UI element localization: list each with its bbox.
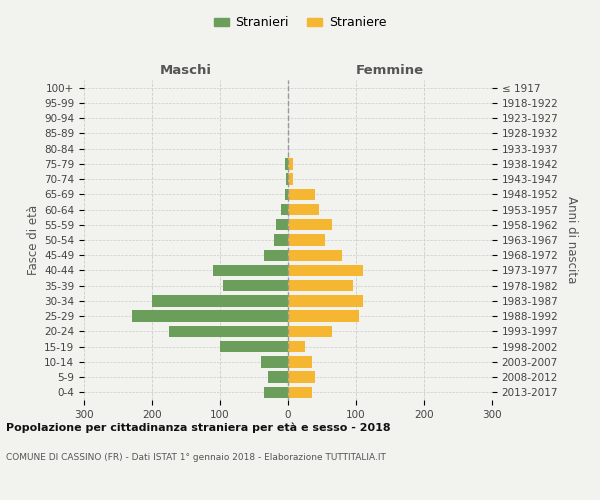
Bar [264,386,288,398]
Legend: Stranieri, Straniere: Stranieri, Straniere [209,11,391,34]
Y-axis label: Anni di nascita: Anni di nascita [565,196,578,284]
Bar [213,265,288,276]
Bar [288,234,325,246]
Bar [131,310,288,322]
Bar [152,295,288,306]
Bar [288,310,359,322]
Bar [268,372,288,383]
Bar [288,326,332,337]
Text: Femmine: Femmine [356,64,424,78]
Bar [284,158,288,170]
Bar [284,188,288,200]
Bar [288,250,343,261]
Bar [288,188,315,200]
Bar [276,219,288,230]
Bar [288,158,293,170]
Bar [288,356,312,368]
Text: Maschi: Maschi [160,64,212,78]
Bar [274,234,288,246]
Bar [286,174,288,185]
Bar [288,265,363,276]
Bar [288,372,315,383]
Y-axis label: Fasce di età: Fasce di età [27,205,40,275]
Text: Popolazione per cittadinanza straniera per età e sesso - 2018: Popolazione per cittadinanza straniera p… [6,422,391,433]
Bar [281,204,288,215]
Bar [220,341,288,352]
Bar [288,174,293,185]
Text: COMUNE DI CASSINO (FR) - Dati ISTAT 1° gennaio 2018 - Elaborazione TUTTITALIA.IT: COMUNE DI CASSINO (FR) - Dati ISTAT 1° g… [6,452,386,462]
Bar [169,326,288,337]
Bar [264,250,288,261]
Bar [261,356,288,368]
Bar [288,341,305,352]
Bar [288,295,363,306]
Bar [288,280,353,291]
Bar [288,219,332,230]
Bar [288,386,312,398]
Bar [288,204,319,215]
Bar [223,280,288,291]
